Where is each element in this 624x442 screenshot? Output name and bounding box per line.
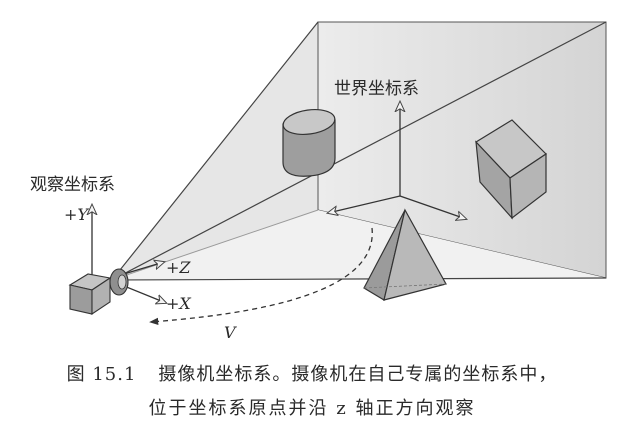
cylinder-object (282, 108, 336, 177)
camera-x-axis-label: +X (166, 294, 191, 313)
figure-caption-line-2: 位于坐标系原点并沿 z 轴正方向观察 (0, 394, 624, 420)
view-direction-label: V (224, 323, 237, 342)
frustum-edge-diagonal (111, 21, 607, 281)
cube-object (475, 119, 547, 220)
figure-number: 图 15.1 (66, 364, 137, 385)
frustum-bottom-face (112, 210, 606, 280)
camera-coordinate-system-label: 观察坐标系 (30, 175, 115, 195)
view-direction-arc (149, 227, 373, 326)
view-frustum (111, 21, 607, 281)
camera-y-axis-label: +Y (64, 205, 89, 224)
caption-text-1: 摄像机坐标系。摄像机在自己专属的坐标系中， (158, 364, 558, 385)
frustum-edge-bottom (111, 277, 607, 281)
pyramid-object (363, 208, 447, 301)
camera-z-axis-label: +Z (166, 258, 191, 277)
world-coordinate-system-label: 世界坐标系 (334, 79, 419, 99)
frustum-edge-top (111, 21, 319, 281)
caption-text-2: 位于坐标系原点并沿 z 轴正方向观察 (148, 398, 476, 419)
camera-axes (92, 205, 166, 303)
camera-object (68, 268, 129, 316)
frustum-edge-inner (111, 209, 319, 281)
figure-caption-line-1: 图 15.1 摄像机坐标系。摄像机在自己专属的坐标系中， (0, 360, 624, 386)
world-axes (328, 102, 466, 219)
